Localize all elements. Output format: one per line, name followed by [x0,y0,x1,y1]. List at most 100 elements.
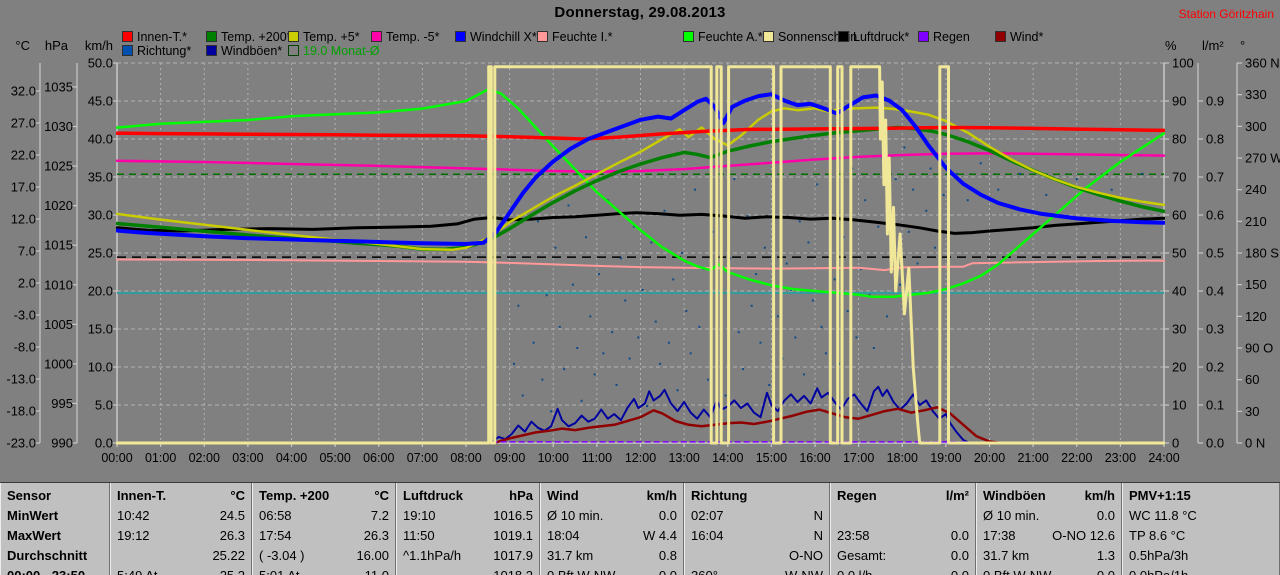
scatter-dot [967,199,969,201]
scatter-dot [755,273,757,275]
scatter-dot [777,315,779,317]
axis-unit-dir: ° [1240,38,1245,53]
x-axis-label: 03:00 [232,451,263,465]
x-axis-label: 05:00 [319,451,350,465]
axis-tick-label-lm2: 0.2 [1206,360,1224,375]
scatter-dot [585,236,587,238]
axis-tick-label-dir: 90 O [1245,341,1273,356]
table-cell: 18:04 [547,528,580,543]
axis-tick-label-dir: 180 S [1245,246,1279,261]
table-row: MaxWert [0,525,110,545]
scatter-dot [899,284,901,286]
x-axis-label: 16:00 [799,451,830,465]
axis-tick-label-hPa: 1010 [44,277,73,292]
table-row: MinWert [0,505,110,525]
table-row: WC 11.8 °C [1122,505,1280,525]
table-row [830,505,976,525]
table-row: ( -3.04 )16.00 [252,545,396,565]
axis-tick-label-pct: 10 [1172,398,1186,413]
table-row: 0.5hPa/3h [1122,545,1280,565]
x-axis-label: 20:00 [974,451,1005,465]
scatter-dot [685,310,687,312]
axis-tick-label-degC: -3.0 [14,308,36,323]
scatter-dot [646,405,648,407]
axis-tick-label-dir: 240 [1245,182,1267,197]
x-axis-label: 23:00 [1105,451,1136,465]
axis-tick-label-pct: 70 [1172,170,1186,185]
table-cell: 1.3 [1097,548,1115,563]
table-cell: O-NO 12.6 [1052,528,1115,543]
scatter-dot [1111,189,1113,191]
x-axis-label: 15:00 [756,451,787,465]
axis-tick-label-kmh: 25.0 [88,246,113,261]
scatter-dot [581,400,583,402]
axis-tick-label-hPa: 995 [51,396,73,411]
table-cell: TP 8.6 °C [1129,528,1185,543]
scatter-dot [568,205,570,207]
scatter-dot [877,226,879,228]
axis-tick-label-hPa: 1000 [44,356,73,371]
scatter-dot [668,342,670,344]
x-axis-label: 07:00 [407,451,438,465]
table-cell: 26.3 [220,528,245,543]
x-axis-label: 10:00 [538,451,569,465]
axis-tick-label-pct: 50 [1172,246,1186,261]
table-cell: 19:10 [403,508,436,523]
scatter-dot [677,389,679,391]
axis-tick-label-pct: 60 [1172,208,1186,223]
axis-tick-label-pct: 30 [1172,322,1186,337]
table-cell: 16:04 [691,528,724,543]
table-row: O-NO [684,545,830,565]
scatter-dot [522,395,524,397]
table-header-row: Innen-T.°C [110,483,252,505]
scatter-dot [517,305,519,307]
weather-chart: 32.027.022.017.012.07.02.0-3.0-8.0-13.0-… [0,0,1280,480]
scatter-dot [650,241,652,243]
x-axis-label: 14:00 [712,451,743,465]
axis-tick-label-pct: 80 [1172,132,1186,147]
x-axis-label: 19:00 [930,451,961,465]
table-cell: 0.8 [659,548,677,563]
scatter-dot [690,352,692,354]
scatter-dot [834,278,836,280]
table-cell: 17:38 [983,528,1016,543]
scatter-dot [594,373,596,375]
scatter-dot [698,326,700,328]
scatter-dot [943,194,945,196]
x-axis-label: 00:00 [101,451,132,465]
scatter-dot [812,300,814,302]
axis-tick-label-lm2: 0.7 [1206,170,1224,185]
table-cell: 16.00 [356,548,389,563]
table-cell: Wind [547,488,579,503]
axis-tick-label-lm2: 0.9 [1206,94,1224,109]
axis-tick-label-pct: 20 [1172,360,1186,375]
scatter-dot [930,168,932,170]
table-row: 17:38 O-NO 12.6 [976,525,1122,545]
x-axis-label: 08:00 [450,451,481,465]
scatter-dot [550,410,552,412]
table-cell: N [814,528,823,543]
scatter-dot [912,189,914,191]
axis-tick-label-dir: 0 N [1245,436,1265,451]
scatter-dot [925,210,927,212]
scatter-dot [799,220,801,222]
scatter-dot [637,336,639,338]
x-axis-label: 02:00 [189,451,220,465]
x-axis-label: 01:00 [145,451,176,465]
table-header-row: Richtung [684,483,830,505]
table-cell: O-NO [789,548,823,563]
table-cell: 26.3 [364,528,389,543]
